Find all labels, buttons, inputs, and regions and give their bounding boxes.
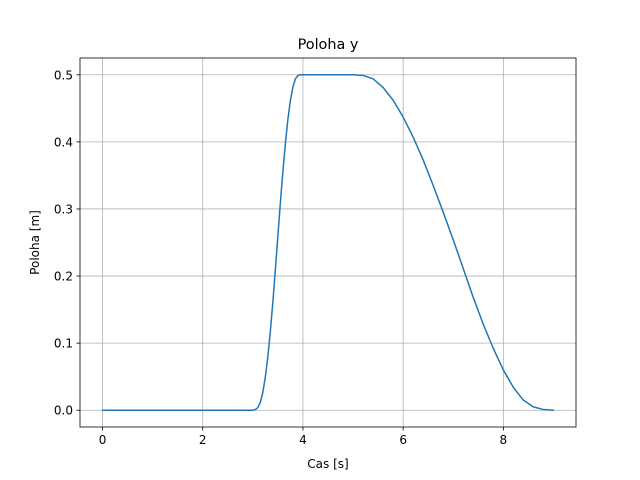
x-axis-label: Cas [s] — [307, 457, 348, 471]
x-tick-label: 2 — [199, 433, 207, 447]
chart-title: Poloha y — [298, 37, 359, 53]
series-layer — [101, 74, 555, 411]
y-tick-label: 0.2 — [54, 270, 73, 284]
plot-area — [80, 58, 576, 427]
series-line — [101, 74, 555, 411]
y-tick-label: 0.3 — [54, 202, 73, 216]
y-tick-label: 0.5 — [54, 68, 73, 82]
x-tick-label: 6 — [399, 433, 407, 447]
x-tick-label: 4 — [299, 433, 307, 447]
x-tick-label: 8 — [500, 433, 508, 447]
plot-frame — [79, 57, 577, 428]
y-tick-label: 0.0 — [54, 404, 73, 418]
x-tick-label: 0 — [99, 433, 107, 447]
ticks-layer: 0 2 4 6 8 0.0 0.1 0.2 0.3 0.4 0.5 — [54, 68, 507, 447]
y-tick-label: 0.1 — [54, 337, 73, 351]
y-tick-label: 0.4 — [54, 135, 73, 149]
y-axis-label: Poloha [m] — [28, 210, 42, 275]
